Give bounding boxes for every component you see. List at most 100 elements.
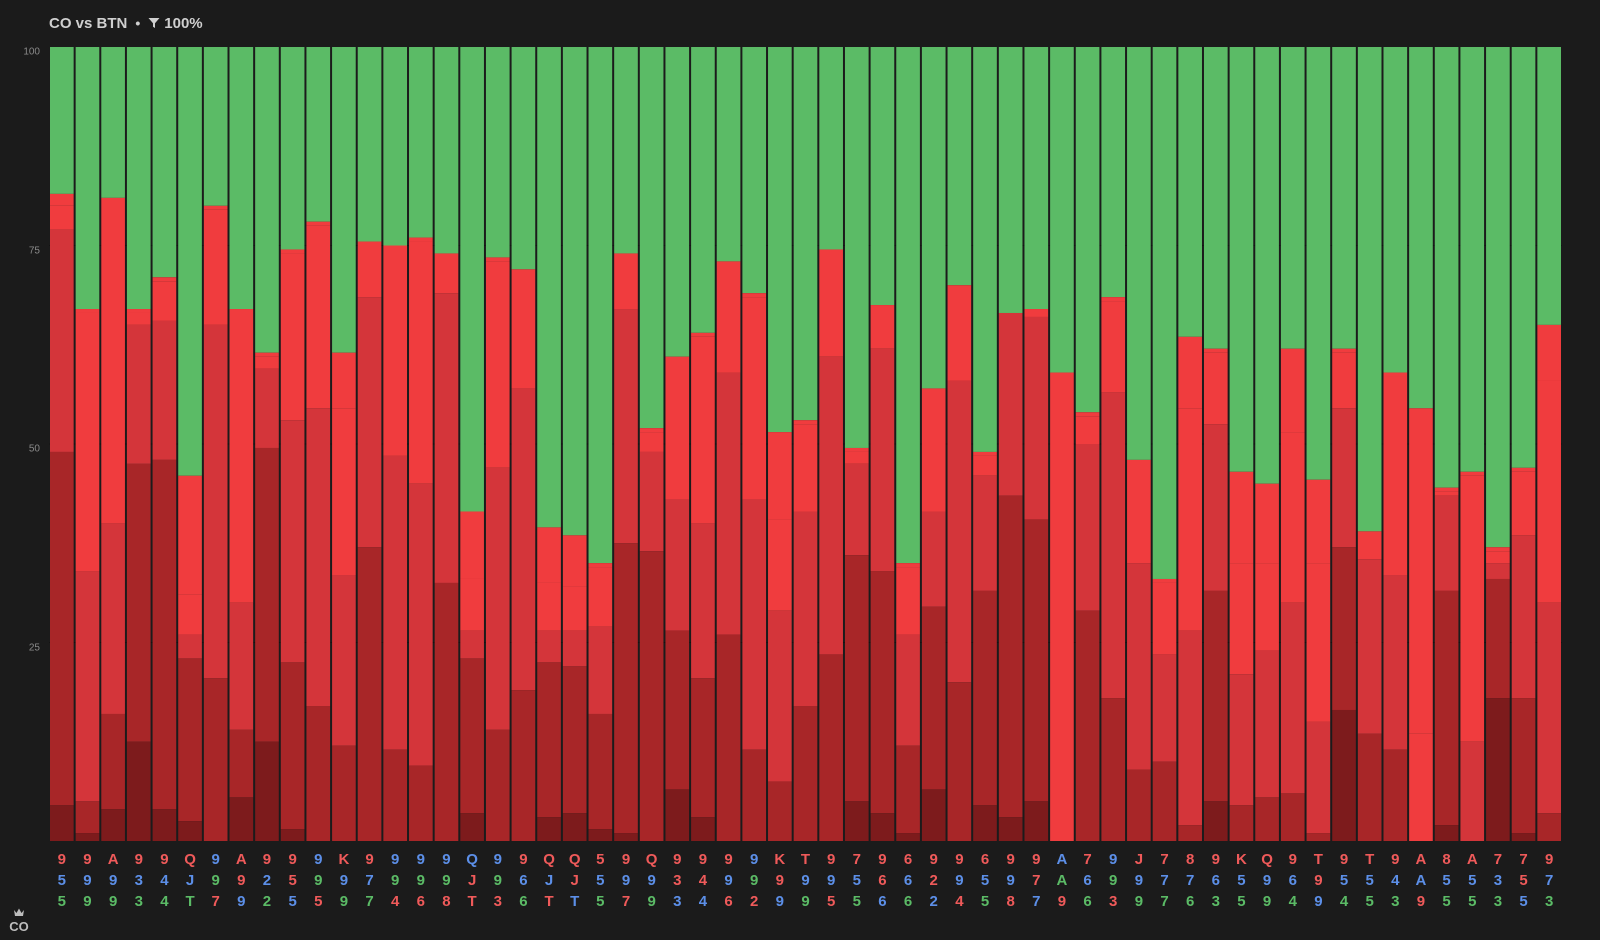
raise-segment-dark [1511,698,1536,834]
card-rank-label: A [107,851,119,868]
raise-segment-mid [588,626,613,714]
combo-bar[interactable] [203,47,228,841]
combo-bar[interactable] [896,47,920,841]
combo-bar[interactable] [870,47,895,841]
combo-bar[interactable] [1409,47,1433,841]
combo-bar[interactable] [332,47,356,841]
combo-bar[interactable] [1127,47,1151,841]
raise-segment-mid [1486,563,1510,579]
combo-bar[interactable] [998,47,1023,841]
combo-bar[interactable] [485,47,510,841]
raise-segment-light [511,269,536,389]
card-rank-label: 7 [1160,872,1169,889]
combo-bar[interactable] [1486,47,1510,841]
raise-segment-light [793,424,818,512]
combo-bar[interactable] [537,47,561,841]
combo-bar[interactable] [383,47,408,841]
raise-segment-light [691,332,715,337]
card-rank-label: 9 [878,851,887,868]
raise-segment-mid [1357,559,1382,734]
combo-bar[interactable] [1101,47,1126,841]
combo-bar[interactable] [562,47,587,841]
combo-bar[interactable] [178,47,202,841]
combo-bar[interactable] [947,47,972,841]
combo-bar[interactable] [819,47,843,841]
combo-bar[interactable] [1255,47,1279,841]
card-rank-label: 9 [775,872,785,889]
raise-segment-light [50,193,74,206]
combo-bar[interactable] [460,47,484,841]
combo-bar[interactable] [1460,47,1485,841]
raise-segment-dark [768,781,792,841]
combo-bar[interactable] [229,47,254,841]
combo-bar[interactable] [1178,47,1202,841]
card-rank-label: 2 [929,893,938,910]
card-rank-label: Q [184,851,196,868]
card-rank-label: 9 [1134,872,1144,889]
combo-bar[interactable] [434,47,459,841]
fold-segment [1306,47,1331,480]
card-rank-label: 9 [339,893,349,910]
combo-bar[interactable] [50,47,74,841]
combo-bar[interactable] [665,47,690,841]
combo-bar[interactable] [1537,47,1561,841]
combo-bar[interactable] [1024,47,1049,841]
raise-segment-light [1075,416,1100,444]
combo-bar[interactable] [1332,47,1356,841]
combo-bar[interactable] [1511,47,1536,841]
raise-segment-light [973,451,997,456]
combo-bar[interactable] [1152,47,1177,841]
combo-bar[interactable] [588,47,613,841]
combo-bar[interactable] [793,47,818,841]
raise-segment-light [1537,380,1561,603]
raise-segment-light [1127,459,1151,564]
combo-bar[interactable] [126,47,151,841]
combo-bar[interactable] [409,47,433,841]
combo-bar[interactable] [1434,47,1459,841]
raise-segment-darkest [460,813,484,841]
combo-bar[interactable] [1306,47,1331,841]
combo-bar[interactable] [1280,47,1305,841]
card-rank-label: 3 [1545,893,1554,910]
combo-bar[interactable] [1229,47,1254,841]
combo-bar[interactable] [511,47,536,841]
fold-segment [255,47,279,353]
combo-bar[interactable] [844,47,869,841]
raise-segment-mid [562,630,587,667]
raise-segment-mid [1127,563,1151,770]
combo-bar[interactable] [1050,47,1074,841]
combo-bar[interactable] [1357,47,1382,841]
combo-bar[interactable] [280,47,305,841]
combo-bar[interactable] [973,47,997,841]
combo-bar[interactable] [75,47,100,841]
raise-segment-dark [255,447,279,742]
raise-segment-light [1229,563,1254,675]
combo-bar[interactable] [691,47,715,841]
card-rank-label: 5 [596,851,605,868]
card-rank-label: 5 [1519,893,1528,910]
combo-bar[interactable] [742,47,767,841]
combo-bar[interactable] [152,47,177,841]
card-rank-label: 5 [852,893,861,910]
raise-segment-mid [1511,535,1536,699]
raise-segment-mid [921,511,946,607]
combo-bar[interactable] [1203,47,1228,841]
filter-control[interactable]: 100% [148,15,203,32]
combo-bar[interactable] [921,47,946,841]
combo-bar[interactable] [101,47,125,841]
combo-bar[interactable] [639,47,664,841]
raise-segment-light [1332,348,1356,353]
combo-bar[interactable] [357,47,382,841]
raise-segment-mid [691,523,715,679]
combo-bar[interactable] [306,47,331,841]
fold-segment [562,47,587,536]
raise-segment-darkest [973,805,997,841]
combo-bar[interactable] [768,47,792,841]
raise-segment-light [742,297,767,500]
combo-bar[interactable] [255,47,279,841]
combo-bar[interactable] [1383,47,1408,841]
combo-bar[interactable] [1075,47,1100,841]
combo-bar[interactable] [614,47,638,841]
raise-segment-light [126,312,151,325]
combo-bar[interactable] [716,47,741,841]
